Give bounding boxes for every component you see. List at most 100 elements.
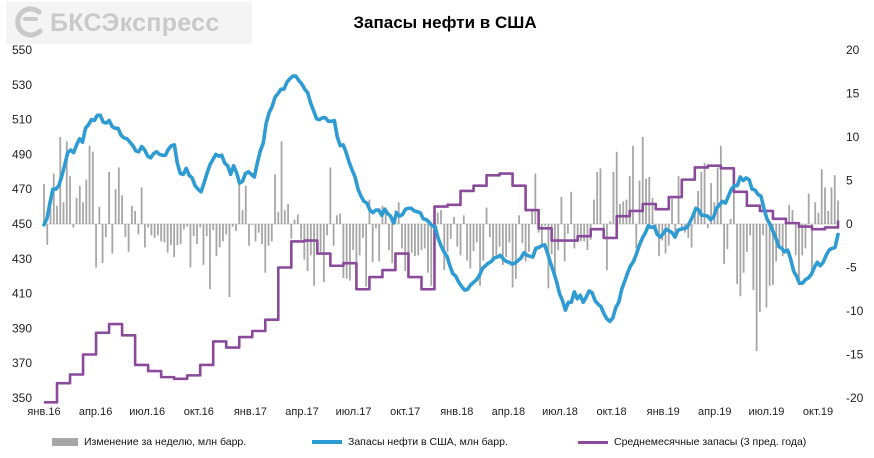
weekly-change-bar xyxy=(482,224,485,261)
weekly-change-bar xyxy=(179,224,182,245)
x-tick-label: апр.19 xyxy=(698,406,731,418)
weekly-change-bar xyxy=(625,199,628,224)
x-axis: янв.16 апр.16 июл.16 окт.16 янв.17 апр.17 июл.… xyxy=(27,223,838,418)
weekly-change-bar xyxy=(46,224,49,245)
x-tick-label: июл.18 xyxy=(542,406,578,418)
weekly-change-bar xyxy=(85,179,88,224)
weekly-change-bar xyxy=(199,224,202,228)
weekly-change-bar xyxy=(485,207,488,224)
weekly-change-bar xyxy=(69,176,71,224)
weekly-change-bar xyxy=(202,224,205,265)
weekly-change-bar xyxy=(156,224,159,236)
weekly-change-bar xyxy=(222,224,224,242)
weekly-change-bar xyxy=(186,224,189,227)
weekly-change-bar xyxy=(651,197,654,224)
weekly-change-bar xyxy=(173,224,176,258)
weekly-change-bar xyxy=(274,174,276,224)
logo: БКСЭкспресс xyxy=(6,2,252,44)
weekly-change-bar xyxy=(248,224,250,246)
weekly-change-bar xyxy=(635,224,638,249)
weekly-change-bar xyxy=(378,224,381,262)
legend-swatch-avg xyxy=(578,440,608,444)
weekly-change-bar xyxy=(697,190,699,224)
weekly-change-bar xyxy=(514,224,517,279)
y-right-tick-label: 10 xyxy=(846,130,860,144)
weekly-change-bar xyxy=(732,192,735,224)
weekly-change-bar xyxy=(524,224,527,262)
weekly-change-bar xyxy=(807,193,810,224)
weekly-change-bar xyxy=(817,212,820,224)
weekly-change-bar xyxy=(501,224,504,265)
legend-label: Изменение за неделю, млн барр. xyxy=(84,436,247,448)
weekly-change-bar xyxy=(134,210,137,224)
weekly-change-bar xyxy=(710,183,712,224)
weekly-change-bar xyxy=(488,224,491,238)
x-tick-label: янв.19 xyxy=(647,406,680,418)
weekly-change-bar xyxy=(768,224,771,286)
x-tick-label: июл.16 xyxy=(129,406,165,418)
weekly-change-bar xyxy=(820,169,823,224)
weekly-change-bar xyxy=(306,224,309,271)
legend-label: Запасы нефти в США, млн барр. xyxy=(348,436,508,448)
weekly-change-bar xyxy=(130,205,133,224)
weekly-change-bar xyxy=(127,224,130,252)
weekly-change-bar xyxy=(534,173,537,224)
weekly-change-bar xyxy=(518,215,520,224)
weekly-change-bar xyxy=(690,224,693,248)
weekly-change-bar xyxy=(62,202,65,224)
y-left-tick-label: 530 xyxy=(12,78,32,92)
weekly-change-bar xyxy=(606,224,608,271)
weekly-change-bar xyxy=(772,224,774,285)
right-axis: -20 -15 -10 -5 0 5 10 15 20 xyxy=(846,43,864,405)
weekly-change-bar xyxy=(791,210,794,224)
weekly-change-bar xyxy=(580,224,582,242)
weekly-change-bar xyxy=(459,224,462,256)
weekly-change-bar xyxy=(449,224,452,239)
weekly-change-bar xyxy=(557,224,560,251)
weekly-change-bar xyxy=(238,180,241,224)
weekly-change-bar xyxy=(365,224,368,287)
weekly-change-bar xyxy=(583,224,586,242)
legend-item-stocks: Запасы нефти в США, млн барр. xyxy=(312,436,508,448)
left-axis: 350 370 390 410 430 450 470 490 510 530 550 xyxy=(12,43,32,405)
weekly-change-bar xyxy=(612,171,615,224)
weekly-change-bar xyxy=(176,224,179,245)
logo-text: БКСЭкспресс xyxy=(50,8,220,37)
weekly-change-bar xyxy=(641,137,644,224)
weekly-change-bar xyxy=(209,224,211,290)
weekly-change-bar xyxy=(388,224,390,251)
weekly-change-bar xyxy=(469,224,472,269)
weekly-change-bar xyxy=(300,224,302,240)
weekly-change-bar xyxy=(189,224,192,268)
weekly-change-bar xyxy=(664,224,667,254)
weekly-change-bar xyxy=(778,224,781,247)
y-right-tick-label: -20 xyxy=(846,391,864,405)
weekly-change-bar xyxy=(231,224,234,227)
weekly-change-bar xyxy=(228,224,231,298)
weekly-change-bar xyxy=(283,210,286,224)
weekly-change-bar xyxy=(52,173,55,224)
weekly-change-bar xyxy=(121,195,123,224)
weekly-change-bar xyxy=(658,224,660,257)
weekly-change-bar xyxy=(752,224,755,291)
weekly-change-bar xyxy=(296,214,299,224)
weekly-change-bar xyxy=(251,224,254,225)
weekly-change-bar xyxy=(326,224,329,236)
weekly-change-bar xyxy=(114,189,117,224)
weekly-change-bar xyxy=(453,217,455,224)
y-right-tick-label: -15 xyxy=(846,348,864,362)
stock-line-group xyxy=(42,74,840,324)
weekly-change-bar xyxy=(313,224,315,286)
weekly-change-bar xyxy=(215,224,218,257)
weekly-change-bar xyxy=(475,224,478,243)
weekly-change-bar xyxy=(192,224,195,237)
weekly-change-bar xyxy=(56,205,58,224)
y-left-tick-label: 410 xyxy=(12,287,32,301)
weekly-change-bar xyxy=(72,224,75,228)
weekly-change-bar xyxy=(632,145,634,224)
weekly-change-bar xyxy=(430,224,433,286)
weekly-change-bar xyxy=(170,224,172,245)
weekly-change-bar xyxy=(788,204,791,224)
weekly-change-bar xyxy=(335,215,338,224)
